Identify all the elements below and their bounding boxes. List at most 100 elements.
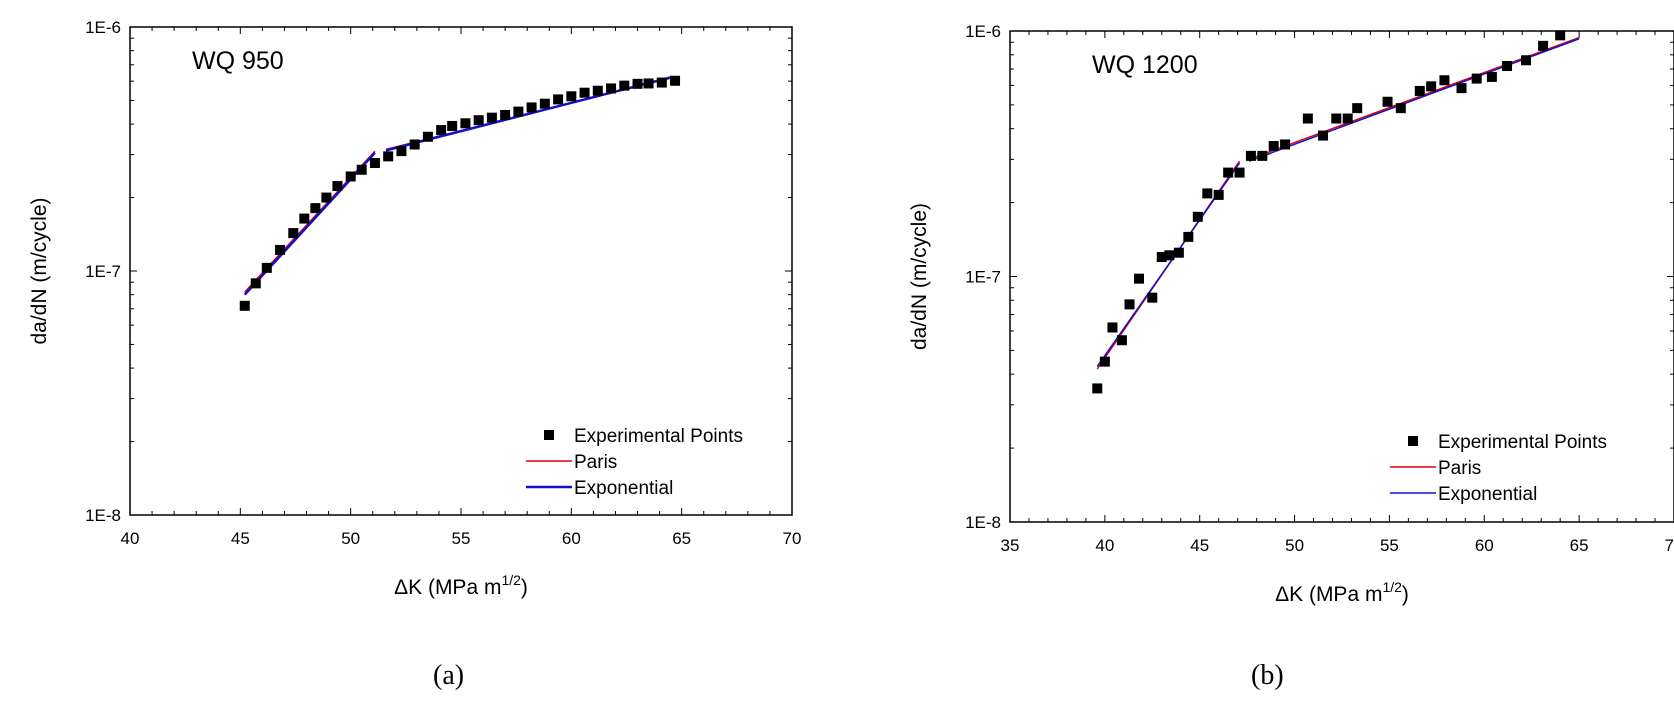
experimental-point <box>1147 292 1158 303</box>
x-tick-label: 45 <box>231 529 250 548</box>
x-axis-title: ΔK (MPa m1/2) <box>1275 579 1409 606</box>
experimental-point <box>310 203 321 214</box>
experimental-point <box>447 120 458 131</box>
legend-label-points: Experimental Points <box>574 426 743 447</box>
experimental-point <box>1234 167 1245 178</box>
experimental-point <box>1192 211 1203 222</box>
experimental-point <box>1352 103 1363 114</box>
legend-label-exponential: Exponential <box>1438 484 1537 505</box>
experimental-point <box>1223 167 1234 178</box>
experimental-point <box>1202 188 1213 199</box>
y-axis-title: da/dN (m/cycle) <box>28 197 51 344</box>
experimental-point <box>345 171 356 182</box>
experimental-point <box>566 91 577 102</box>
experimental-point <box>1331 113 1342 124</box>
experimental-point <box>539 98 550 109</box>
chart-a-svg: 40 45 50 55 60 65 70 1E-8 1E-7 1E-6 ΔK (MPa m1/2) d… <box>28 18 802 599</box>
experimental-point <box>239 300 250 311</box>
chart-b-svg: 35 40 45 50 55 60 65 70 1E-8 1E-7 1E-6 ΔK (MPa m1/2… <box>908 22 1674 606</box>
experimental-point <box>656 77 667 88</box>
x-tick-label: 55 <box>452 529 471 548</box>
legend-marker-points <box>1408 436 1418 446</box>
x-tick-label: 50 <box>1285 536 1304 555</box>
experimental-point <box>1302 113 1313 124</box>
panel-caption-a: (a) <box>433 660 465 691</box>
experimental-point <box>579 87 590 98</box>
y-tick-label: 1E-8 <box>85 506 121 525</box>
experimental-point <box>1318 130 1329 141</box>
experimental-point <box>1426 81 1437 92</box>
y-axis-title: da/dN (m/cycle) <box>908 203 931 350</box>
experimental-point <box>1124 299 1135 310</box>
experimental-point <box>1439 75 1450 86</box>
experimental-point <box>1107 322 1118 333</box>
experimental-point <box>1116 335 1127 346</box>
experimental-point <box>396 146 407 157</box>
experimental-point <box>670 75 681 86</box>
x-tick-label: 45 <box>1190 536 1209 555</box>
panel-caption-b: (b) <box>1251 660 1284 691</box>
experimental-point <box>1268 141 1279 152</box>
experimental-point <box>1456 83 1467 94</box>
x-tick-label: 70 <box>783 529 802 548</box>
experimental-point <box>1280 139 1291 150</box>
experimental-point <box>1414 85 1425 96</box>
experimental-point <box>1245 150 1256 161</box>
x-axis-title: ΔK (MPa m1/2) <box>394 572 528 599</box>
legend-marker-points <box>544 430 554 440</box>
y-tick-label: 1E-6 <box>85 18 121 37</box>
experimental-point <box>1395 103 1406 114</box>
experimental-point <box>288 228 299 239</box>
legend-label-exponential: Exponential <box>574 478 673 499</box>
experimental-point <box>473 115 484 126</box>
experimental-point <box>1156 252 1167 263</box>
experimental-point <box>1099 356 1110 367</box>
experimental-point <box>383 151 394 162</box>
x-tick-label: 60 <box>562 529 581 548</box>
y-tick-label: 1E-7 <box>85 262 121 281</box>
experimental-point <box>1092 383 1103 394</box>
legend-label-points: Experimental Points <box>1438 432 1607 453</box>
experimental-point <box>369 158 380 169</box>
experimental-point <box>261 262 272 273</box>
experimental-point <box>1382 96 1393 107</box>
x-tick-label: 40 <box>1095 536 1114 555</box>
sample-annotation: WQ 950 <box>192 47 284 75</box>
y-tick-label: 1E-7 <box>965 268 1001 287</box>
experimental-point <box>299 213 310 224</box>
experimental-point <box>250 278 261 289</box>
experimental-point <box>606 83 617 94</box>
experimental-point <box>1134 273 1145 284</box>
experimental-point <box>526 102 537 113</box>
sample-annotation: WQ 1200 <box>1092 51 1198 79</box>
experimental-point <box>275 244 286 255</box>
experimental-point <box>1213 189 1224 200</box>
experimental-point <box>486 112 497 123</box>
experimental-point <box>1164 250 1175 261</box>
x-tick-label: 65 <box>1570 536 1589 555</box>
y-tick-label: 1E-6 <box>965 22 1001 41</box>
x-tick-label: 35 <box>1001 536 1020 555</box>
experimental-point <box>1173 247 1184 258</box>
legend-label-paris: Paris <box>1438 458 1481 479</box>
experimental-point <box>436 125 447 136</box>
experimental-point <box>632 78 643 89</box>
x-tick-label: 55 <box>1380 536 1399 555</box>
experimental-point <box>422 131 433 142</box>
experimental-point <box>332 181 343 192</box>
experimental-point <box>409 139 420 150</box>
experimental-point <box>1257 150 1268 161</box>
experimental-point <box>592 85 603 96</box>
x-tick-label: 65 <box>672 529 691 548</box>
experimental-point <box>1502 61 1513 72</box>
x-tick-label: 70 <box>1665 536 1674 555</box>
chart-panel-a: 40 45 50 55 60 65 70 1E-8 1E-7 1E-6 ΔK (MPa m1/2) d… <box>0 0 820 703</box>
experimental-point <box>553 94 564 105</box>
experimental-point <box>1486 71 1497 82</box>
x-tick-label: 50 <box>341 529 360 548</box>
x-tick-label: 40 <box>121 529 140 548</box>
experimental-point <box>643 78 654 89</box>
legend-label-paris: Paris <box>574 452 617 473</box>
experimental-point <box>1538 40 1549 51</box>
experimental-point <box>356 164 367 175</box>
